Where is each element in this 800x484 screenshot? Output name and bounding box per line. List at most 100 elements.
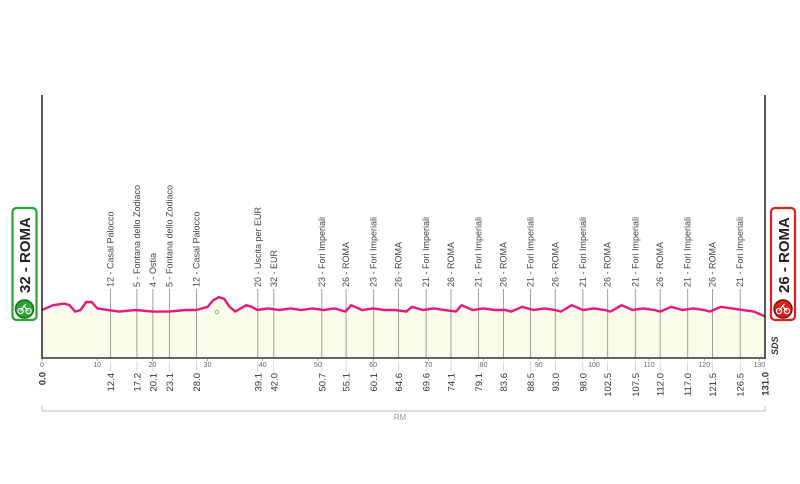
waypoint-label: 12 - Casal Palocco xyxy=(105,211,115,287)
region-bracket xyxy=(41,406,766,412)
waypoint-km: 20.1 xyxy=(148,373,159,392)
tick-label: 10 xyxy=(93,362,101,369)
tick-label: 30 xyxy=(204,362,212,369)
waypoint-label: 21 - Fori Imperiali xyxy=(683,217,693,287)
waypoint-km: 28.0 xyxy=(192,373,203,392)
waypoint: 26 - ROMA 121.5 xyxy=(708,242,720,397)
waypoint-label: 26 - ROMA xyxy=(603,242,613,287)
waypoint: 23 - Fori Imperiali 50.7 xyxy=(317,217,329,392)
waypoint-label: 26 - ROMA xyxy=(446,242,456,287)
waypoint-label: 20 - Uscita per EUR xyxy=(253,206,263,287)
waypoint-km: 12.4 xyxy=(106,373,117,392)
waypoint-label: 21 - Fori Imperiali xyxy=(421,217,431,287)
waypoint-label: 23 - Fori Imperiali xyxy=(369,217,379,287)
waypoint: 12 - Casal Palocco 12.4 xyxy=(105,211,117,391)
waypoint: 20 - Uscita per EUR 39.1 xyxy=(253,206,265,391)
tick-label: 70 xyxy=(424,362,432,369)
waypoint: 5 - Fontana dello Zodiaco 23.1 xyxy=(164,185,176,392)
profile-fill xyxy=(42,297,765,358)
waypoint-km: 74.1 xyxy=(446,373,457,392)
waypoint-km: 42.0 xyxy=(269,373,280,392)
waypoint-label: 12 - Casal Palocco xyxy=(192,211,202,287)
waypoint-label: 26 - ROMA xyxy=(550,242,560,287)
waypoint: 5 - Fontana dello Zodiaco 17.2 xyxy=(132,185,144,392)
waypoint-label: 32 - EUR xyxy=(269,249,279,287)
waypoint: 12 - Casal Palocco 28.0 xyxy=(192,211,204,391)
tick-label: 60 xyxy=(369,362,377,369)
tick-label: 20 xyxy=(148,362,156,369)
waypoint-km: 117.0 xyxy=(683,373,694,396)
waypoint-km: 102.5 xyxy=(603,373,614,397)
waypoint: 26 - ROMA 102.5 xyxy=(603,242,615,397)
waypoint-km: 64.6 xyxy=(394,373,405,392)
waypoint: 26 - ROMA 74.1 xyxy=(446,242,458,392)
tick-label: 80 xyxy=(480,362,488,369)
sds-logo: SDS xyxy=(770,336,780,355)
waypoint-km: 93.0 xyxy=(551,373,562,392)
waypoint-km: 55.1 xyxy=(342,373,353,392)
waypoint: 21 - Fori Imperiali 107.5 xyxy=(630,217,642,397)
waypoint: 21 - Fori Imperiali 98.0 xyxy=(578,217,590,392)
region-label: RM xyxy=(394,413,407,422)
waypoint: 21 - Fori Imperiali 69.6 xyxy=(421,217,433,392)
elevation-line xyxy=(41,296,766,318)
tick-label: 110 xyxy=(644,362,655,369)
waypoint-label: 26 - ROMA xyxy=(394,242,404,287)
start-km: 0.0 xyxy=(38,372,49,385)
waypoint: 21 - Fori Imperiali 88.5 xyxy=(525,217,537,392)
waypoint: 26 - ROMA 64.6 xyxy=(394,242,406,392)
waypoint-km: 83.6 xyxy=(499,373,510,392)
waypoints: 12 - Casal Palocco 12.4 5 - Fontana dello … xyxy=(105,185,746,397)
waypoint-label: 26 - ROMA xyxy=(498,242,508,287)
waypoint-km: 50.7 xyxy=(317,373,328,392)
waypoint-km: 69.6 xyxy=(422,373,433,392)
waypoint-km: 107.5 xyxy=(631,373,642,397)
waypoint: 32 - EUR 42.0 xyxy=(269,249,281,391)
finish-badge: 26 - ROMA xyxy=(769,206,797,322)
waypoint-km: 88.5 xyxy=(526,373,537,392)
waypoint: 23 - Fori Imperiali 60.1 xyxy=(369,217,381,392)
point-marker xyxy=(214,309,220,315)
waypoint-km: 121.5 xyxy=(708,373,719,397)
tick-label: 40 xyxy=(259,362,267,369)
waypoint-label: 5 - Fontana dello Zodiaco xyxy=(164,185,174,287)
waypoint-label: 26 - ROMA xyxy=(708,242,718,287)
waypoint-label: 26 - ROMA xyxy=(655,242,665,287)
waypoint: 21 - Fori Imperiali 126.5 xyxy=(735,217,747,397)
tick-label: 100 xyxy=(588,362,600,369)
waypoint: 4 - Ostia 20.1 xyxy=(148,253,160,392)
waypoint-km: 39.1 xyxy=(253,373,264,392)
tick-label: 90 xyxy=(535,362,543,369)
start-label: 32 - ROMA xyxy=(17,217,34,293)
waypoint-km: 126.5 xyxy=(736,373,747,397)
waypoint-label: 21 - Fori Imperiali xyxy=(630,217,640,287)
x-ticks: 0 10 20 30 40 50 60 70 80 90 100 110 120 130 xyxy=(40,358,765,369)
finish-label: 26 - ROMA xyxy=(776,217,793,293)
waypoint-label: 21 - Fori Imperiali xyxy=(525,217,535,287)
waypoint: 26 - ROMA 112.0 xyxy=(655,242,667,396)
waypoint: 21 - Fori Imperiali 117.0 xyxy=(683,217,695,396)
waypoint-km: 112.0 xyxy=(656,373,667,396)
waypoint-km: 60.1 xyxy=(369,373,380,392)
waypoint: 26 - ROMA 93.0 xyxy=(550,242,562,392)
waypoint-km: 79.1 xyxy=(474,373,485,392)
waypoint: 21 - Fori Imperiali 79.1 xyxy=(474,217,486,392)
tick-label: 120 xyxy=(698,362,710,369)
waypoint-label: 5 - Fontana dello Zodiaco xyxy=(132,185,142,287)
tick-label: 50 xyxy=(314,362,322,369)
waypoint-label: 23 - Fori Imperiali xyxy=(317,217,327,287)
waypoint-km: 23.1 xyxy=(165,373,176,392)
waypoint-label: 21 - Fori Imperiali xyxy=(474,217,484,287)
waypoint-km: 98.0 xyxy=(578,373,589,392)
tick-label: 130 xyxy=(754,362,766,369)
waypoint: 26 - ROMA 55.1 xyxy=(341,242,353,392)
tick-label: 0 xyxy=(40,362,44,369)
waypoint: 26 - ROMA 83.6 xyxy=(498,242,510,392)
waypoint-km: 17.2 xyxy=(132,373,143,392)
waypoint-label: 21 - Fori Imperiali xyxy=(735,217,745,287)
waypoint-label: 26 - ROMA xyxy=(341,242,351,287)
waypoint-label: 4 - Ostia xyxy=(148,253,158,287)
finish-km: 131.0 xyxy=(761,372,772,396)
waypoint-label: 21 - Fori Imperiali xyxy=(578,217,588,287)
